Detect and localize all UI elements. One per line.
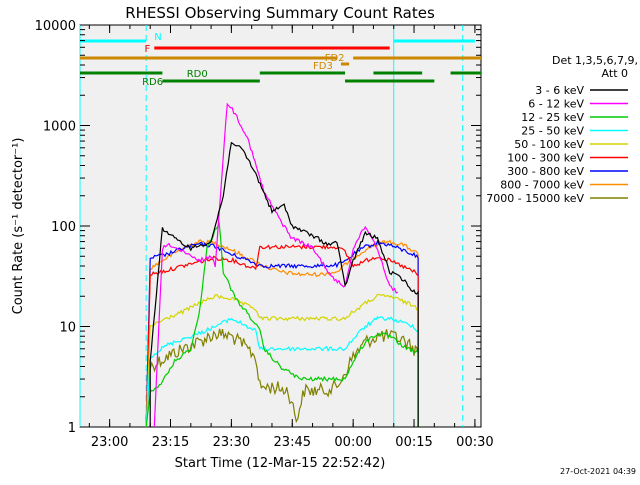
flag-label-rd6: RD6 [142,77,163,88]
y-tick-label: 10000 [35,19,76,34]
x-tick-label: 23:15 [152,435,189,450]
flag-label-n: N [154,32,161,43]
flag-label-f: F [144,44,150,55]
series-line-6 [145,239,419,428]
chart-title: RHESSI Observing Summary Count Rates [125,4,435,22]
x-tick-label: 00:30 [456,435,493,450]
legend-label-7: 800 - 7000 keV [500,179,584,192]
flag-label-rd0: RD0 [187,69,208,80]
legend-label-0: 3 - 6 keV [535,84,584,97]
legend-label-8: 7000 - 15000 keV [486,192,584,205]
legend-title-line-2: Att 0 [602,67,628,80]
x-tick-label: 00:00 [334,435,371,450]
legend-title-line-1: Det 1,3,5,6,7,9, [552,54,638,67]
series-line-5 [145,243,419,428]
series-line-3 [145,316,419,428]
series-line-2 [145,221,419,428]
y-tick-label: 1000 [43,120,76,135]
series-line-0 [149,141,419,427]
legend-label-4: 50 - 100 keV [514,138,584,151]
flag-label-fd2: FD2 [325,53,345,64]
y-tick-label: 1 [68,421,76,436]
flag-label-fd3: FD3 [313,61,333,72]
x-tick-label: 23:45 [274,435,311,450]
x-tick-label: 00:15 [395,435,432,450]
axes: 23:00 23:15 23:30 23:45 00:00 00:15 00:30 1 10 10… [35,19,494,450]
x-tick-label: 23:30 [213,435,250,450]
series-line-7 [145,239,419,428]
legend-label-2: 12 - 25 keV [521,111,584,124]
x-axis-label: Start Time (12-Mar-15 22:52:42) [175,456,386,471]
series-line-8 [145,328,419,428]
y-tick-label: 100 [51,220,76,235]
timestamp: 27-Oct-2021 04:39 [560,467,636,476]
y-tick-label: 10 [59,321,76,336]
legend-label-3: 25 - 50 keV [521,125,584,138]
series-line-4 [145,293,419,428]
y-axis-label: Count Rate (s⁻¹ detector⁻¹) [11,138,26,315]
plot-area [79,24,482,428]
series-group [145,102,419,428]
legend-label-5: 100 - 300 keV [507,152,584,165]
legend-label-1: 6 - 12 keV [528,98,584,111]
x-tick-label: 23:00 [91,435,128,450]
legend-label-6: 300 - 800 keV [507,165,584,178]
